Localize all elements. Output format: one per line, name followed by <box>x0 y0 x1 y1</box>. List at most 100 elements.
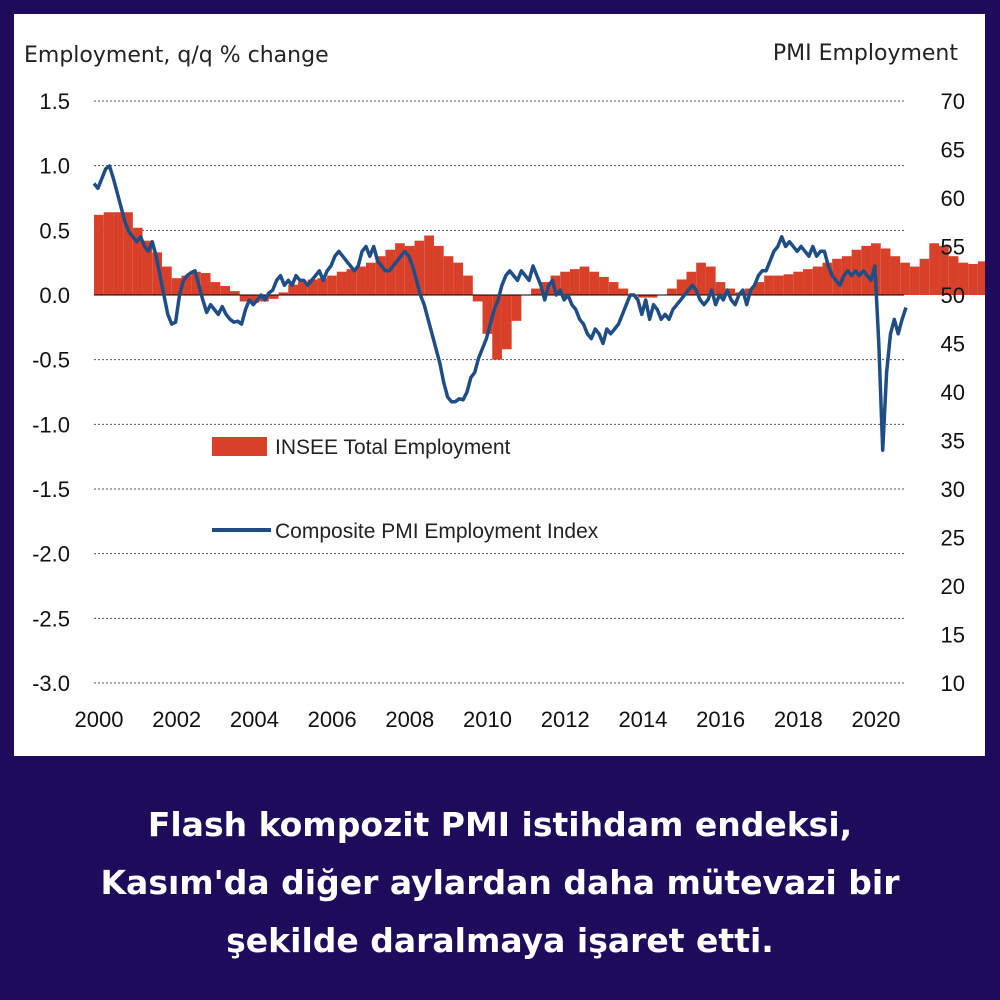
bar <box>501 295 512 350</box>
bar <box>560 271 570 295</box>
bar <box>599 276 609 295</box>
bar <box>958 262 969 295</box>
bar <box>327 275 337 295</box>
legend-line-label: Composite PMI Employment Index <box>275 520 599 543</box>
grid-lines <box>94 100 904 684</box>
x-tick-labels: 2000 2002 2004 2006 2008 2010 2012 2014 2016 2018… <box>75 707 901 732</box>
bar <box>676 279 687 295</box>
bar <box>297 282 308 295</box>
chart-svg: Employment, q/q % change PMI Employment … <box>24 41 985 732</box>
bar <box>414 240 425 295</box>
bar <box>113 212 124 295</box>
bar <box>132 227 143 295</box>
right-tick-label: 30 <box>941 477 965 502</box>
bar <box>191 271 201 295</box>
right-tick-label: 35 <box>941 429 965 454</box>
bar <box>647 295 658 298</box>
bar <box>288 284 298 295</box>
bar <box>346 269 357 295</box>
right-axis-title: PMI Employment <box>773 41 959 66</box>
bar <box>210 282 221 295</box>
bar <box>754 282 765 295</box>
left-tick-label: 1.0 <box>39 154 70 179</box>
bar <box>841 256 852 295</box>
bar <box>103 212 114 295</box>
bar <box>229 291 240 295</box>
line-series-pmi <box>92 164 908 452</box>
right-tick-label: 20 <box>941 574 965 599</box>
right-tick-label: 55 <box>941 235 965 260</box>
x-tick-label: 2004 <box>230 707 279 732</box>
bar <box>900 262 910 295</box>
bar <box>939 245 949 295</box>
left-tick-label: 0.5 <box>39 218 70 243</box>
bar <box>832 258 842 295</box>
bar <box>152 252 162 295</box>
right-tick-label: 45 <box>941 332 965 357</box>
bar <box>696 262 706 295</box>
bar <box>579 266 590 295</box>
bar <box>531 288 541 295</box>
bar <box>404 245 415 295</box>
legend-bar-label: INSEE Total Employment <box>275 436 511 459</box>
left-tick-label: -0.5 <box>32 348 70 373</box>
bar <box>317 278 328 295</box>
bar <box>618 288 629 295</box>
bar <box>511 295 522 321</box>
bar <box>375 256 386 295</box>
bar <box>948 256 959 295</box>
bar <box>909 266 920 295</box>
x-tick-label: 2016 <box>696 707 745 732</box>
bar <box>705 266 716 295</box>
legend: INSEE Total Employment Composite PMI Emp… <box>212 436 599 543</box>
bar <box>482 295 493 334</box>
bar <box>249 295 260 303</box>
bar <box>725 288 736 295</box>
left-tick-label: -3.0 <box>32 671 70 696</box>
bar <box>977 261 985 295</box>
legend-bar-swatch <box>212 437 267 456</box>
bar <box>336 271 347 295</box>
bar <box>608 282 619 295</box>
bar <box>793 271 804 295</box>
bar <box>803 269 813 295</box>
x-tick-label: 2014 <box>618 707 667 732</box>
bar <box>278 292 289 295</box>
bar <box>822 262 833 295</box>
x-tick-label: 2002 <box>152 707 201 732</box>
bar <box>929 243 940 295</box>
caption-line-3: şekilde daralmaya işaret etti. <box>226 921 774 960</box>
bar <box>589 271 600 295</box>
left-tick-labels: 1.5 1.0 0.5 0.0 -0.5 -1.0 -1.5 -2.0 -2.5 -3.0 <box>32 89 70 696</box>
bar <box>492 295 502 360</box>
right-tick-label: 15 <box>941 623 965 648</box>
left-tick-label: -2.5 <box>32 606 70 631</box>
x-tick-label: 2020 <box>852 707 901 732</box>
caption: Flash kompozit PMI istihdam endeksi, Kas… <box>0 796 1000 970</box>
right-tick-labels: 70 65 60 55 50 45 40 35 30 25 20 15 10 <box>941 89 965 696</box>
bar <box>890 256 901 295</box>
x-tick-label: 2012 <box>541 707 590 732</box>
right-tick-label: 10 <box>941 671 965 696</box>
bar <box>472 295 483 302</box>
left-tick-label: -1.0 <box>32 412 70 437</box>
x-tick-label: 2010 <box>463 707 512 732</box>
bar <box>268 295 279 299</box>
left-axis-title: Employment, q/q % change <box>24 43 329 68</box>
bar <box>764 275 774 295</box>
bar <box>123 212 133 295</box>
bar <box>773 275 784 295</box>
bar <box>812 266 823 295</box>
bar <box>395 243 405 295</box>
right-tick-label: 25 <box>941 526 965 551</box>
bar <box>365 262 376 295</box>
x-tick-label: 2006 <box>308 707 357 732</box>
caption-line-1: Flash kompozit PMI istihdam endeksi, <box>147 805 853 844</box>
bar <box>220 285 230 295</box>
right-tick-label: 50 <box>941 283 965 308</box>
right-tick-label: 40 <box>941 380 965 405</box>
bar <box>667 288 677 295</box>
caption-line-2: Kasım'da diğer aylardan daha mütevazi bi… <box>100 863 900 902</box>
bar <box>453 262 464 295</box>
right-tick-label: 65 <box>941 138 965 163</box>
